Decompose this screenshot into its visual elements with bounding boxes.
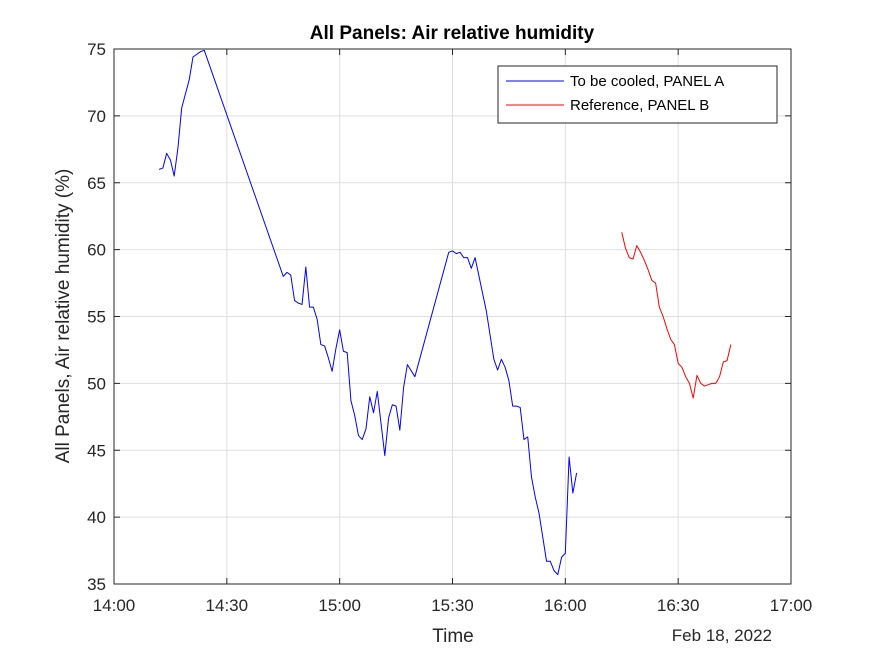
legend-box bbox=[497, 65, 778, 124]
legend-entry-panel-a: To be cooled, PANEL A bbox=[570, 73, 724, 90]
series-layer bbox=[158, 49, 732, 576]
x-axis-label: Time bbox=[432, 626, 474, 647]
y-tick-label: 65 bbox=[87, 174, 106, 193]
series-line-panel-b bbox=[621, 232, 732, 399]
legend-entry-panel-b: Reference, PANEL B bbox=[570, 97, 709, 114]
x-tick-label: 14:00 bbox=[93, 596, 136, 615]
y-tick-label: 35 bbox=[87, 575, 106, 594]
x-tick-label: 14:30 bbox=[206, 596, 249, 615]
y-axis-label: All Panels, Air relative humidity (%) bbox=[53, 169, 74, 464]
y-tick-label: 40 bbox=[87, 508, 106, 527]
chart-title: All Panels: Air relative humidity bbox=[310, 23, 595, 44]
x-tick-label: 16:30 bbox=[657, 596, 700, 615]
y-tick-label: 60 bbox=[87, 241, 106, 260]
x-tick-label: 15:30 bbox=[431, 596, 474, 615]
tick-labels: 14:00 14:30 15:00 15:30 16:00 16:30 17:00 35 40 4… bbox=[87, 40, 812, 615]
x-tick-label: 16:00 bbox=[544, 596, 587, 615]
y-tick-label: 55 bbox=[87, 308, 106, 327]
ticks bbox=[113, 48, 792, 585]
y-tick-label: 75 bbox=[87, 40, 106, 59]
legend: To be cooled, PANEL A Reference, PANEL B bbox=[497, 65, 778, 124]
x-tick-label: 15:00 bbox=[318, 596, 361, 615]
series-line-panel-a bbox=[158, 49, 578, 576]
x-tick-label: 17:00 bbox=[770, 596, 813, 615]
date-label: Feb 18, 2022 bbox=[672, 626, 772, 645]
y-tick-label: 70 bbox=[87, 107, 106, 126]
y-tick-label: 45 bbox=[87, 441, 106, 460]
y-tick-label: 50 bbox=[87, 374, 106, 393]
